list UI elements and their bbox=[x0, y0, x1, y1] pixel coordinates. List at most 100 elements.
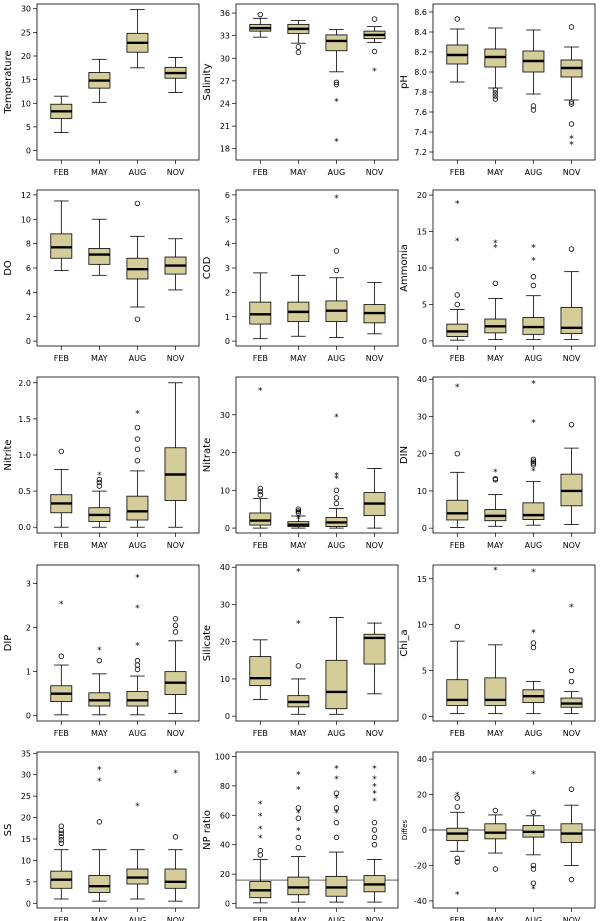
extreme-star: * bbox=[296, 809, 301, 819]
extreme-star: * bbox=[296, 509, 301, 519]
outlier-circle bbox=[454, 450, 460, 457]
outlier-circle bbox=[134, 446, 141, 452]
outlier-circle bbox=[530, 458, 537, 464]
extreme-star: * bbox=[531, 467, 536, 477]
iqr-box bbox=[363, 633, 386, 665]
plot-frame bbox=[432, 564, 596, 722]
y-tick-label: 1 bbox=[225, 313, 230, 322]
iqr-box bbox=[484, 823, 507, 840]
x-tick-label: AUG bbox=[129, 916, 147, 921]
y-tick-label: 30 bbox=[417, 412, 427, 421]
iqr-box bbox=[446, 499, 469, 521]
y-tick-label: -40 bbox=[414, 897, 427, 906]
outlier-circle bbox=[257, 485, 263, 492]
outlier-circle bbox=[492, 866, 499, 872]
extreme-star: * bbox=[135, 802, 140, 812]
outlier-circle bbox=[492, 90, 499, 96]
y-axis-label: DIP bbox=[3, 635, 14, 652]
y-axis-label: COD bbox=[202, 256, 213, 279]
outlier-circle bbox=[295, 844, 302, 851]
outlier-circle bbox=[333, 834, 340, 841]
extreme-star: * bbox=[455, 237, 460, 247]
outlier-circle bbox=[530, 460, 537, 466]
outlier-circle bbox=[172, 622, 179, 629]
x-tick-label: NOV bbox=[366, 729, 384, 738]
y-axis-label: Temperature bbox=[3, 50, 14, 114]
x-tick-label: MAY bbox=[487, 916, 504, 921]
extreme-star: * bbox=[372, 67, 377, 77]
extreme-star: * bbox=[569, 135, 574, 145]
x-tick-label: AUG bbox=[328, 729, 346, 738]
y-tick-label: 15 bbox=[21, 76, 31, 85]
outlier-circle bbox=[257, 492, 263, 498]
outlier-circle bbox=[295, 506, 302, 512]
outlier-circle bbox=[371, 834, 378, 841]
x-tick-label: AUG bbox=[129, 541, 147, 550]
x-tick-label: NOV bbox=[366, 168, 384, 177]
extreme-star: * bbox=[258, 812, 263, 822]
extreme-star: * bbox=[135, 604, 140, 614]
x-tick-label: AUG bbox=[328, 354, 346, 363]
outlier-circle bbox=[257, 488, 263, 495]
x-tick-label: NOV bbox=[563, 168, 581, 177]
outlier-circle bbox=[371, 819, 378, 826]
panel-ph: 7.2 7.4 7.6 7.8 8.0 8.2 8.4 8.6 pH FEB MAY AUG NOV ** bbox=[399, 3, 596, 177]
extreme-star: * bbox=[455, 383, 460, 393]
x-tick-label: FEB bbox=[450, 168, 465, 177]
outlier-circle bbox=[295, 510, 302, 516]
outlier-circle bbox=[172, 834, 179, 840]
extreme-star: * bbox=[455, 890, 460, 900]
y-tick-label: 10 bbox=[220, 675, 230, 684]
outlier-circle bbox=[454, 16, 460, 22]
extreme-star: * bbox=[258, 825, 263, 835]
y-tick-label: 7.8 bbox=[414, 88, 427, 97]
outlier-circle bbox=[333, 500, 340, 507]
y-tick-label: 4 bbox=[225, 240, 230, 249]
outlier-circle bbox=[58, 653, 64, 659]
y-tick-label: 27 bbox=[220, 77, 230, 86]
y-tick-label: 6 bbox=[26, 264, 31, 273]
iqr-box bbox=[446, 679, 469, 706]
outlier-circle bbox=[295, 508, 302, 514]
extreme-star: * bbox=[135, 642, 140, 652]
outlier-circle bbox=[295, 49, 302, 55]
x-tick-label: NOV bbox=[366, 916, 384, 921]
y-tick-label: 10 bbox=[417, 487, 427, 496]
iqr-box bbox=[249, 512, 272, 526]
y-tick-label: -20 bbox=[414, 861, 427, 870]
outlier-circle bbox=[568, 24, 575, 30]
outlier-circle bbox=[96, 819, 103, 825]
extreme-star: * bbox=[334, 775, 339, 785]
outlier-circle bbox=[333, 248, 340, 254]
y-tick-label: 0 bbox=[26, 899, 31, 908]
outlier-circle bbox=[568, 246, 575, 252]
y-tick-label: 0 bbox=[225, 524, 230, 533]
outlier-circle bbox=[530, 456, 537, 462]
extreme-star: * bbox=[493, 243, 498, 253]
iqr-box bbox=[522, 502, 545, 520]
outlier-circle bbox=[530, 809, 537, 815]
x-tick-label: NOV bbox=[563, 354, 581, 363]
x-tick-label: FEB bbox=[54, 354, 69, 363]
y-tick-label: 3 bbox=[26, 580, 31, 589]
extreme-star: * bbox=[296, 515, 301, 525]
y-tick-label: 20 bbox=[417, 191, 427, 200]
outlier-circle bbox=[568, 678, 575, 685]
outlier-circle bbox=[454, 795, 460, 801]
extreme-star: * bbox=[531, 628, 536, 638]
outlier-circle bbox=[257, 11, 263, 18]
x-tick-label: AUG bbox=[525, 168, 543, 177]
outlier-circle bbox=[134, 662, 141, 668]
outlier-circle bbox=[530, 282, 537, 289]
x-tick-label: MAY bbox=[290, 354, 307, 363]
y-tick-label: 30 bbox=[21, 5, 31, 14]
extreme-star: * bbox=[531, 243, 536, 253]
outlier-circle bbox=[333, 79, 340, 86]
x-tick-label: MAY bbox=[487, 354, 504, 363]
y-tick-label: 20 bbox=[220, 449, 230, 458]
outlier-circle bbox=[492, 87, 499, 93]
y-tick-label: 0 bbox=[422, 826, 427, 835]
extreme-star: * bbox=[334, 475, 339, 485]
